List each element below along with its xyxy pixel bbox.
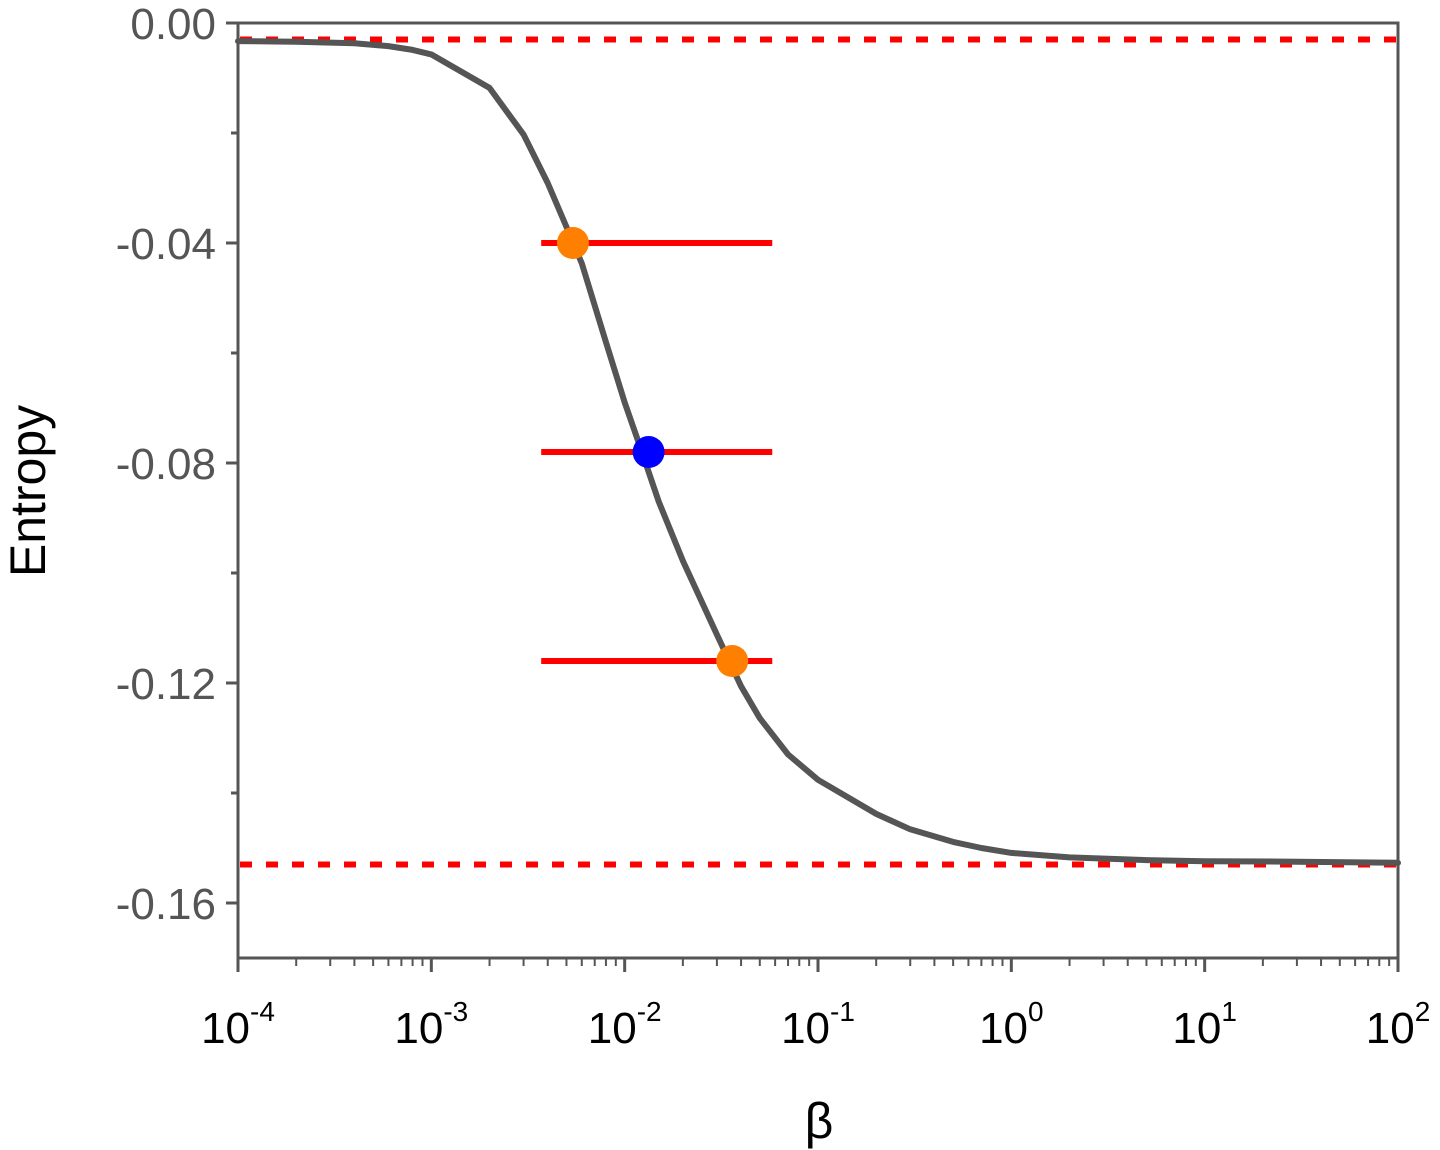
x-tick-label: 10-4: [201, 996, 275, 1053]
data-point-1: [632, 436, 665, 468]
x-tick-label: 102: [1366, 996, 1431, 1053]
x-tick-label: 10-1: [781, 996, 855, 1053]
x-tick-label: 100: [979, 996, 1044, 1053]
plot-frame: [236, 21, 1400, 960]
series-line-0: [235, 38, 1401, 866]
y-tick-label: -0.16: [116, 880, 216, 929]
x-axis-title: β: [805, 1093, 834, 1149]
y-tick-label: -0.12: [116, 660, 216, 709]
y-tick-label: -0.04: [116, 220, 216, 269]
x-tick-label: 10-3: [394, 996, 468, 1053]
y-axis-title: Entropy: [0, 405, 56, 577]
data-point-2: [716, 645, 749, 677]
x-tick-label: 101: [1172, 996, 1237, 1053]
y-tick-label: 0.00: [130, 0, 216, 49]
data-point-0: [556, 227, 589, 259]
y-tick-label: -0.08: [116, 440, 216, 489]
x-tick-label: 10-2: [588, 996, 662, 1053]
plot-marks: [235, 36, 1401, 868]
axes: 0.00 -0.04 -0.08 -0.12 -0.16 10-4 10-3 10-2 10-1…: [116, 0, 1431, 1053]
